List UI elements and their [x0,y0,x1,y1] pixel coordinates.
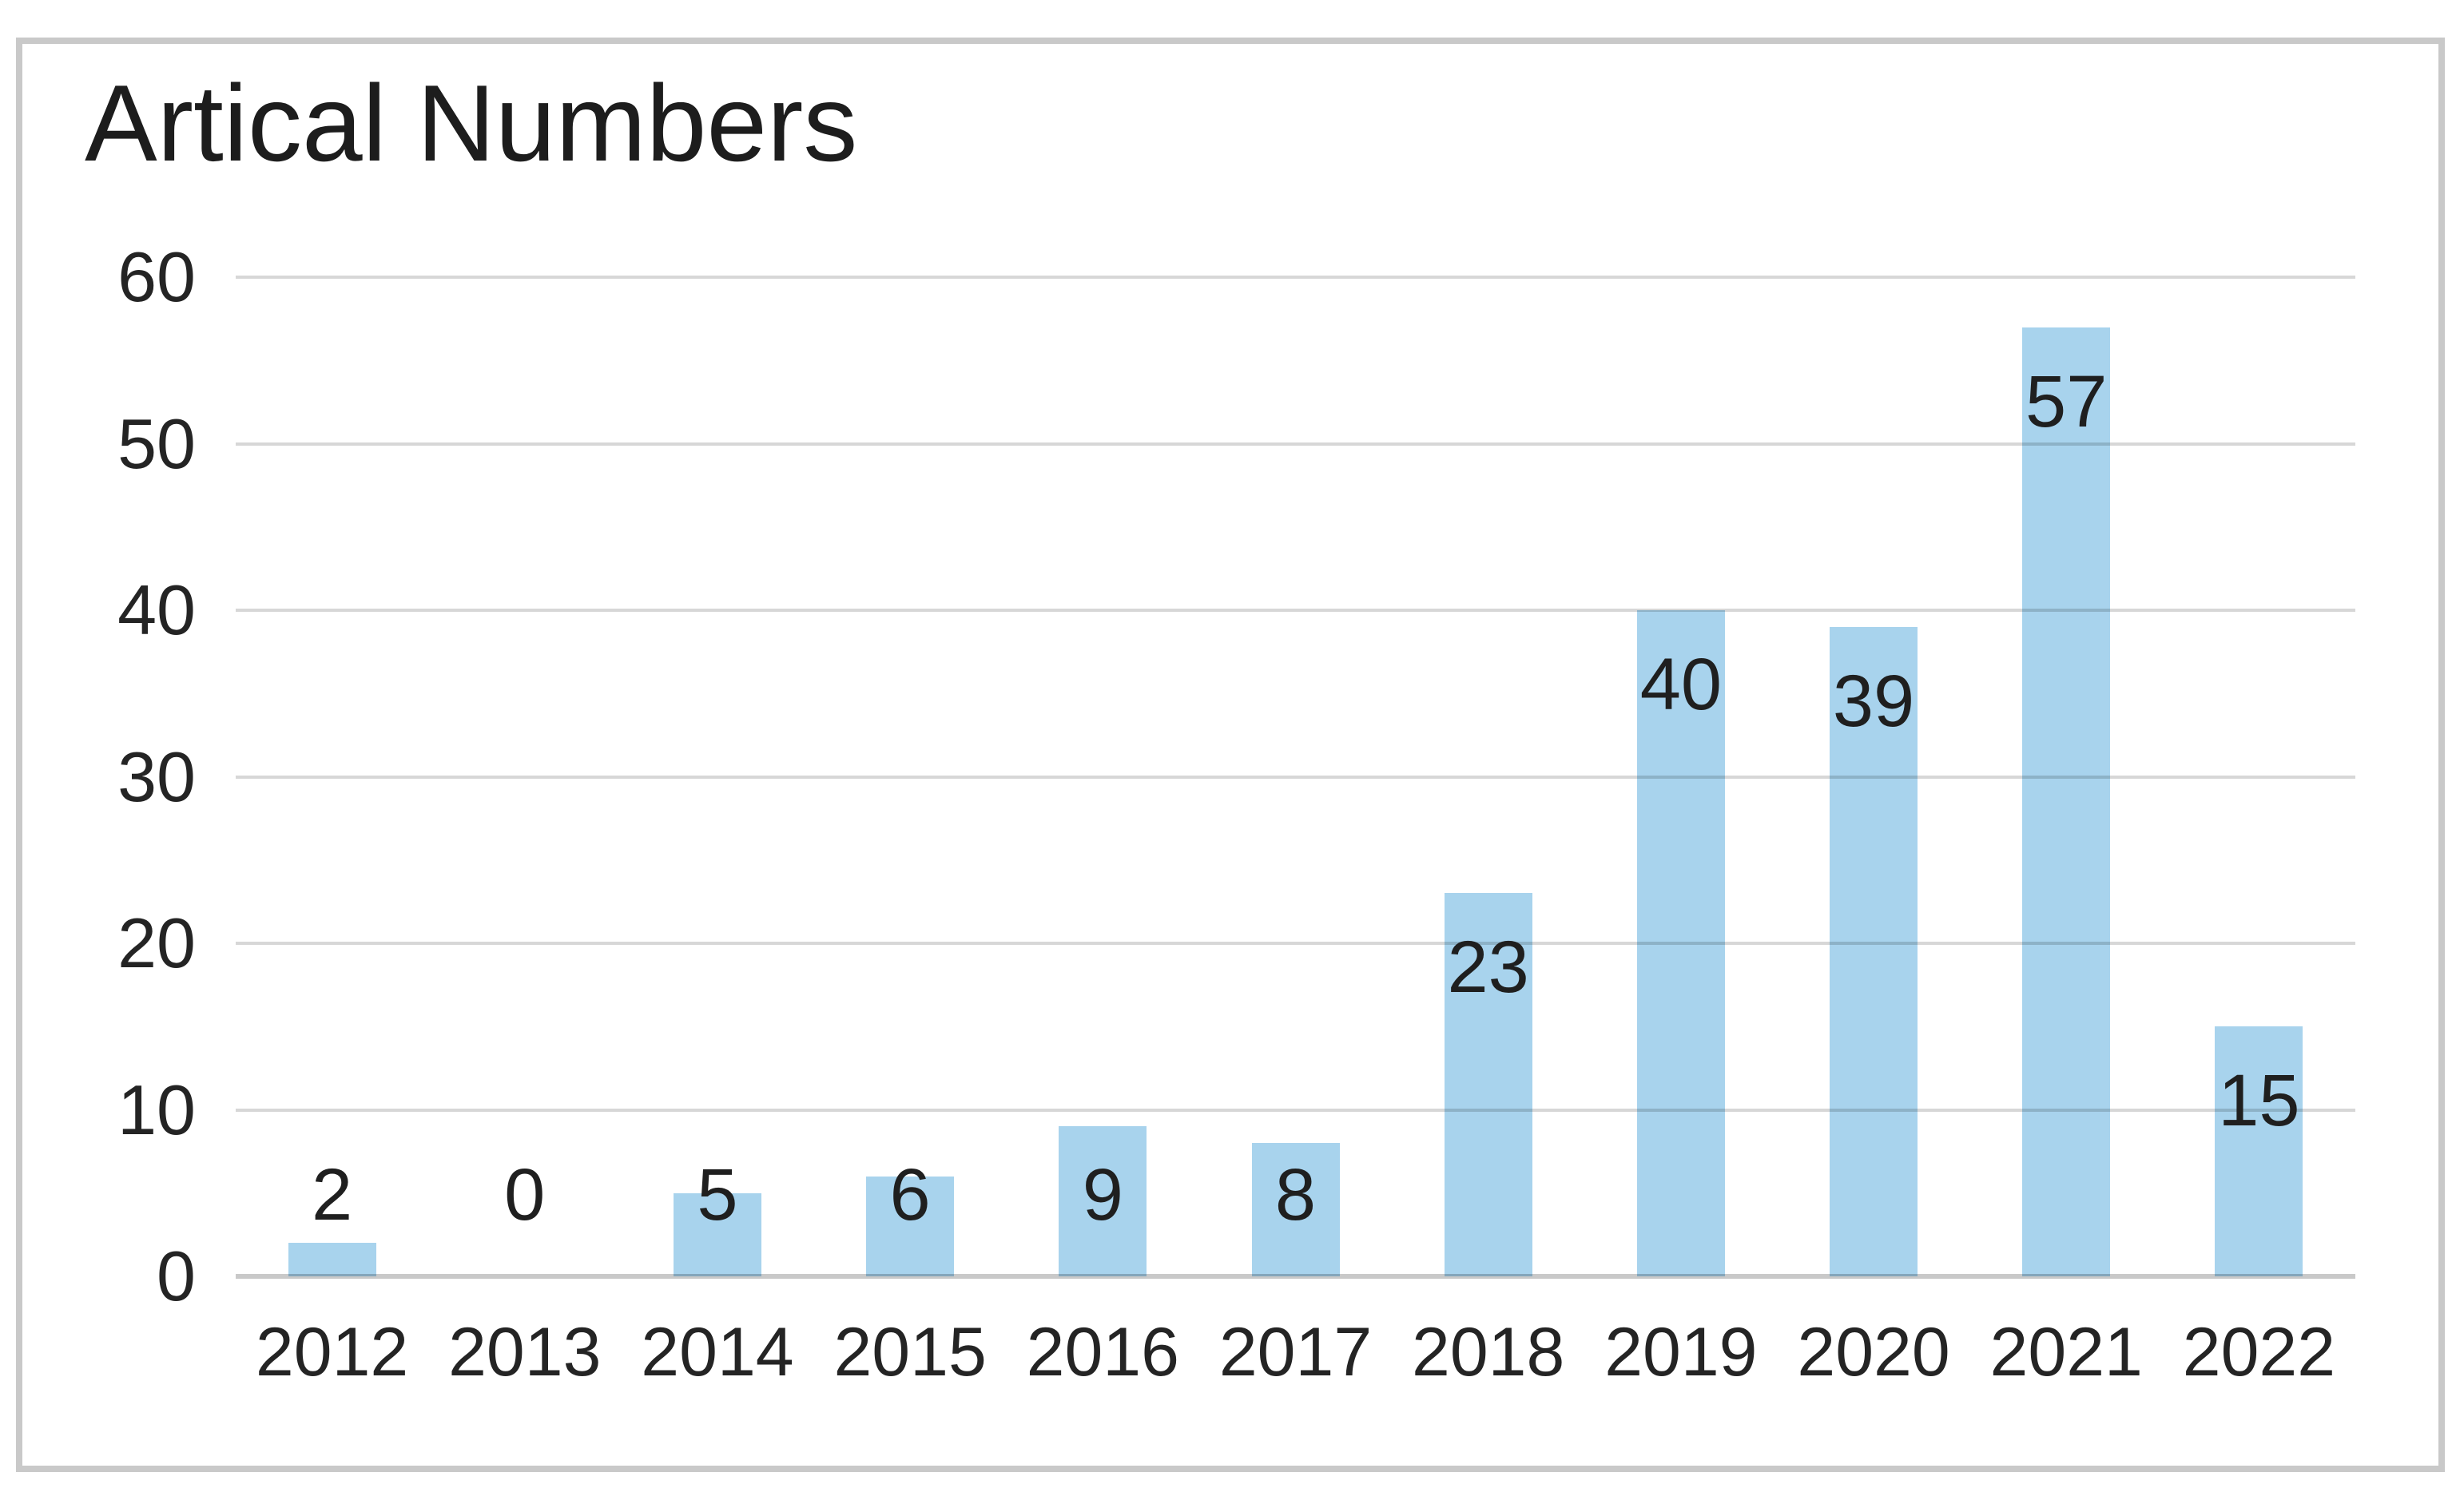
bar-2019 [1636,610,1725,1276]
bar-value-label: 15 [2218,1060,2300,1142]
gridline-60 [236,276,2355,279]
x-tick-label: 2020 [1797,1314,1950,1391]
x-tick-label: 2022 [2182,1314,2336,1391]
y-tick-label: 30 [117,736,196,816]
x-tick-label: 2016 [1026,1314,1179,1391]
x-tick-label: 2018 [1412,1314,1565,1391]
gridline-20 [236,942,2355,945]
y-tick-label: 10 [117,1069,196,1149]
bar-value-label: 9 [1082,1154,1123,1236]
bar-value-label: 23 [1447,927,1529,1009]
y-tick-label: 20 [117,903,196,982]
y-tick-label: 50 [117,403,196,483]
gridline-40 [236,609,2355,612]
bar-value-label: 8 [1274,1154,1317,1236]
bar-value-label: 6 [889,1154,931,1236]
bar-2018 [1444,893,1532,1276]
bar-value-label: 40 [1639,644,1723,725]
bar-value-label: 5 [697,1154,738,1236]
bar-2020 [1830,626,1918,1276]
bar-2021 [2022,327,2111,1276]
bar-2022 [2215,1026,2303,1276]
gridline-10 [236,1108,2355,1112]
gridline-50 [236,442,2355,446]
x-tick-label: 2017 [1218,1314,1373,1391]
chart-title: Artical Numbers [85,62,858,184]
bar-2014 [673,1192,761,1276]
x-tick-label: 2012 [255,1314,409,1391]
x-tick-label: 2014 [641,1314,794,1391]
bar-2017 [1251,1143,1340,1276]
gridline-30 [236,775,2355,779]
x-axis-line [236,1274,2355,1279]
chart-frame [16,38,2445,1472]
x-tick-label: 2019 [1604,1314,1758,1391]
y-tick-label: 0 [157,1236,196,1315]
bar-value-label: 0 [504,1154,546,1236]
bar-value-label: 2 [311,1154,353,1236]
x-tick-label: 2021 [1989,1314,2143,1391]
y-tick-label: 40 [117,570,196,649]
bar-value-label: 39 [1832,660,1915,742]
x-tick-label: 2013 [448,1314,602,1391]
bar-2012 [288,1243,376,1276]
bar-value-label: 57 [2025,360,2108,442]
bar-2015 [866,1176,955,1276]
x-tick-label: 2015 [833,1314,987,1391]
bar-2016 [1059,1126,1147,1276]
y-tick-label: 60 [117,237,196,316]
